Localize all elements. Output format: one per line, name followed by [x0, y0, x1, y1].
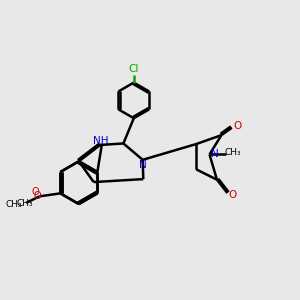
Text: N: N — [139, 160, 147, 170]
Text: CH₃: CH₃ — [16, 199, 33, 208]
Text: CH₃: CH₃ — [5, 200, 22, 209]
Text: NH: NH — [92, 136, 108, 146]
Text: CH₃: CH₃ — [225, 148, 242, 158]
Text: O: O — [233, 121, 241, 131]
Text: O: O — [31, 187, 39, 197]
Text: Cl: Cl — [129, 64, 139, 74]
Text: N: N — [211, 149, 219, 160]
Text: O: O — [33, 191, 41, 201]
Text: O: O — [229, 190, 237, 200]
